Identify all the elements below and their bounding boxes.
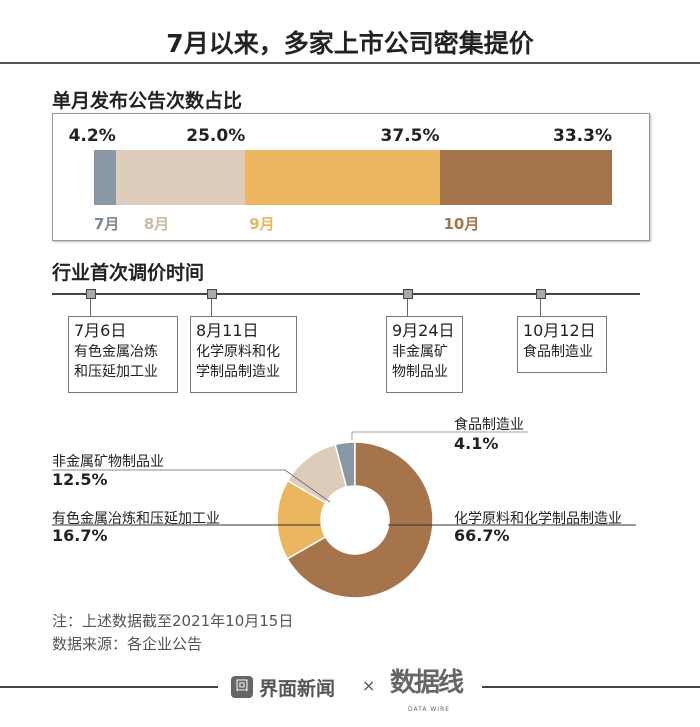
- event-industry: 和压延加工业: [74, 364, 158, 380]
- donut-slice-2: [276, 479, 327, 560]
- bar-category-label: 7月: [94, 215, 120, 233]
- event-industry: 有色金属冶炼: [74, 344, 158, 360]
- bar-value-label: 37.5%: [380, 126, 440, 146]
- timeline-section-title: 行业首次调价时间: [52, 262, 205, 284]
- bar-segment-3: [245, 150, 440, 205]
- event-date: 9月24日: [392, 321, 455, 340]
- donut-label: 有色金属冶炼和压延加工业: [52, 511, 220, 527]
- timeline-stem: [540, 299, 541, 316]
- timeline-event: 7月6日 有色金属冶炼 和压延加工业: [68, 316, 178, 393]
- donut-slice-1: [286, 441, 434, 599]
- event-industry: 非金属矿: [392, 344, 448, 360]
- bar-segment-1: [94, 150, 116, 205]
- bar-value-label: 4.2%: [68, 126, 116, 146]
- bar-segment-4: [439, 150, 612, 205]
- bar-segment-2: [115, 150, 246, 205]
- donut-value: 12.5%: [52, 470, 108, 489]
- timeline-marker: [86, 289, 96, 299]
- timeline-marker: [207, 289, 217, 299]
- donut-label: 非金属矿物制品业: [52, 454, 164, 470]
- event-date: 7月6日: [74, 321, 127, 340]
- title-divider: [0, 62, 700, 64]
- bar-value-label: 25.0%: [186, 126, 246, 146]
- donut-value: 16.7%: [52, 526, 108, 545]
- timeline-event: 9月24日 非金属矿 物制品业: [386, 316, 463, 393]
- event-industry: 物制品业: [392, 364, 448, 380]
- bar-section-title: 单月发布公告次数占比: [52, 90, 243, 112]
- footer-divider: [482, 686, 700, 688]
- timeline-event: 10月12日 食品制造业: [517, 316, 607, 373]
- source-text: 数据来源：各企业公告: [52, 635, 203, 653]
- donut-label: 化学原料和化学制品制造业: [454, 511, 622, 527]
- timeline-marker: [403, 289, 413, 299]
- event-industry: 学制品制造业: [196, 364, 280, 380]
- donut-chart: [52, 431, 636, 599]
- bar-category-label: 9月: [249, 215, 275, 233]
- bar-value-label: 33.3%: [553, 126, 612, 146]
- datawire-subtitle: DATA WIRE: [408, 706, 451, 713]
- bar-category-label: 10月: [443, 215, 480, 233]
- page-title: 7月以来，多家上市公司密集提价: [166, 29, 534, 58]
- timeline-stem: [90, 299, 91, 316]
- donut-value: 4.1%: [454, 434, 499, 453]
- bar-category-label: 8月: [143, 215, 170, 233]
- datawire-logo: 数据线: [390, 668, 464, 698]
- event-industry: 化学原料和化: [196, 344, 280, 360]
- event-industry: 食品制造业: [523, 344, 593, 360]
- timeline-stem: [211, 299, 212, 316]
- footer-divider: [0, 686, 218, 688]
- donut-value: 66.7%: [454, 526, 510, 545]
- footer-brand: 界面新闻: [259, 678, 336, 700]
- timeline-stem: [407, 299, 408, 316]
- timeline-event: 8月11日 化学原料和化 学制品制造业: [190, 316, 297, 393]
- event-date: 10月12日: [523, 321, 596, 340]
- timeline-marker: [536, 289, 546, 299]
- jiemian-logo-icon: 回: [231, 676, 253, 698]
- donut-label: 食品制造业: [454, 417, 524, 433]
- event-date: 8月11日: [196, 321, 259, 340]
- footer-separator: ×: [362, 676, 376, 695]
- donut-slice-3: [286, 443, 348, 504]
- note-text: 注：上述数据截至2021年10月15日: [52, 612, 294, 630]
- bar-chart-frame: [52, 113, 650, 241]
- timeline-axis: [52, 293, 640, 295]
